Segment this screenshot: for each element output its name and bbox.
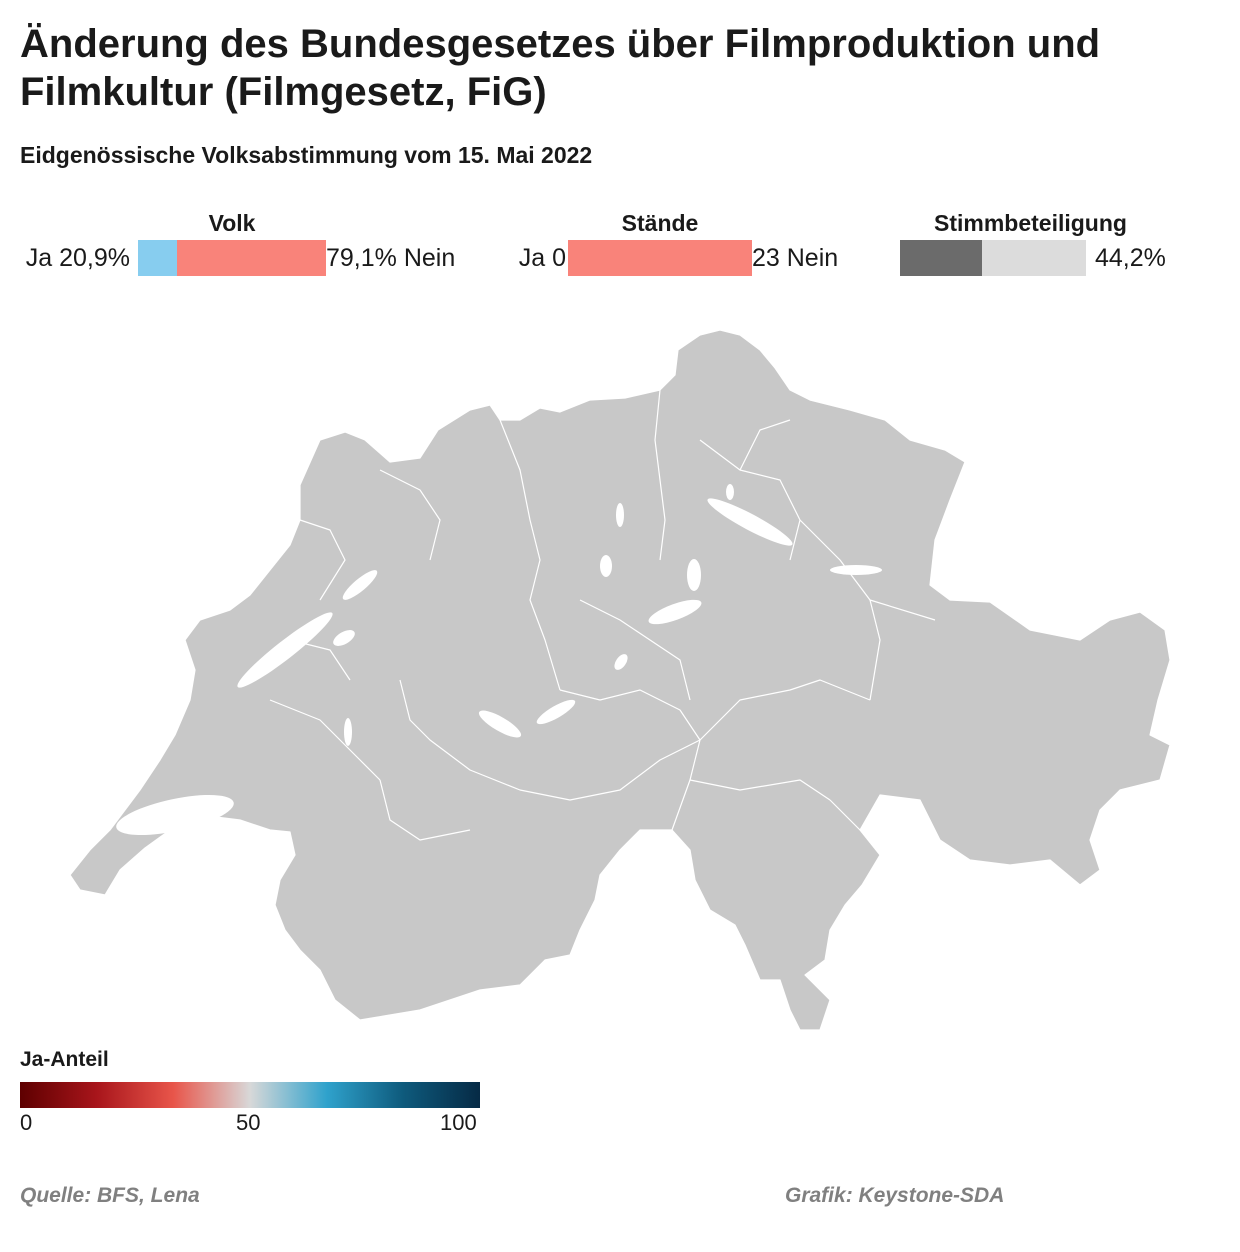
volk-bar bbox=[138, 240, 326, 276]
lake-biel bbox=[342, 570, 378, 600]
chart-title: Änderung des Bundesgesetzes über Filmpro… bbox=[20, 22, 1101, 114]
legend-tick-100: 100 bbox=[440, 1110, 477, 1135]
lake-thun bbox=[478, 710, 522, 738]
lake-hallwil bbox=[616, 503, 624, 527]
volk-nein-segment bbox=[177, 240, 326, 276]
credit-note: Grafik: Keystone-SDA bbox=[785, 1184, 1005, 1207]
lake-joux bbox=[143, 729, 157, 751]
legend-tick-50: 50 bbox=[236, 1110, 261, 1135]
lake-lucerne bbox=[648, 599, 702, 625]
legend-title: Ja-Anteil bbox=[20, 1048, 109, 1071]
lake-zurich bbox=[707, 498, 793, 546]
staende-label: Stände bbox=[621, 210, 699, 236]
stimmbeteiligung-label: Stimmbeteiligung bbox=[934, 210, 1127, 236]
volk-ja-text: Ja 20,9% bbox=[25, 244, 130, 272]
volk-ja-segment bbox=[138, 240, 178, 276]
legend-color-scale bbox=[20, 1082, 480, 1108]
lake-walensee bbox=[830, 565, 882, 575]
volk-label: Volk bbox=[208, 210, 256, 236]
stimmbeteiligung-fill bbox=[900, 240, 983, 276]
chart-subtitle: Eidgenössische Volksabstimmung vom 15. M… bbox=[20, 142, 593, 168]
lake-sempach bbox=[600, 555, 612, 577]
stimmbeteiligung-bar bbox=[900, 240, 1086, 276]
source-note: Quelle: BFS, Lena bbox=[20, 1184, 200, 1207]
staende-bar bbox=[568, 240, 752, 276]
lake-neuchatel bbox=[237, 612, 333, 688]
lake-zug bbox=[687, 559, 701, 591]
canton-borders bbox=[269, 389, 936, 841]
lake-geneva bbox=[116, 794, 234, 836]
switzerland-map bbox=[69, 329, 1171, 1031]
lake-brienz bbox=[536, 699, 576, 725]
stimmbeteiligung-rest bbox=[982, 240, 1086, 276]
lake-murten bbox=[333, 630, 355, 646]
lake-sarnen bbox=[614, 654, 628, 670]
volk-nein-text: 79,1% Nein bbox=[326, 244, 456, 272]
switzerland-outline bbox=[69, 329, 1171, 1031]
staende-nein-text: 23 Nein bbox=[752, 244, 839, 272]
lake-greifensee bbox=[726, 484, 734, 500]
staende-ja-text: Ja 0 bbox=[518, 244, 566, 272]
legend-tick-0: 0 bbox=[20, 1110, 33, 1135]
lake-gruyere bbox=[344, 718, 352, 746]
stimmbeteiligung-value: 44,2% bbox=[1095, 244, 1166, 272]
staende-nein-segment bbox=[568, 240, 752, 276]
